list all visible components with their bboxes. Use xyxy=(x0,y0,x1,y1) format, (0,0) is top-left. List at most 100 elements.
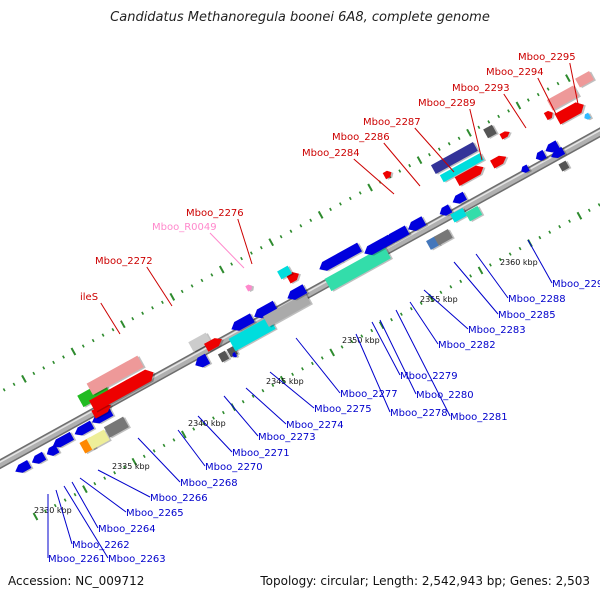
scale-tick-minor xyxy=(536,92,540,97)
gene-reverse[interactable] xyxy=(90,407,116,428)
gene-darkgrey[interactable] xyxy=(483,124,499,140)
gene-yellow[interactable] xyxy=(86,429,112,451)
gene-label[interactable]: Mboo_2278 xyxy=(390,408,448,419)
gene-reverse[interactable] xyxy=(534,149,549,164)
scale-tick-minor xyxy=(477,125,481,130)
gene-rna[interactable] xyxy=(245,283,255,293)
gene-forward[interactable] xyxy=(204,334,226,353)
gene-reverse[interactable] xyxy=(333,242,365,266)
gene-reverse-body xyxy=(335,242,363,263)
gene-label[interactable]: Mboo_2271 xyxy=(232,448,290,459)
scale-tick-minor xyxy=(2,388,6,392)
gene-label[interactable]: Mboo_2283 xyxy=(468,325,526,336)
gene-label[interactable]: Mboo_2284 xyxy=(302,148,360,159)
gene-reverse[interactable] xyxy=(406,216,429,235)
gene-label[interactable]: Mboo_2275 xyxy=(314,404,372,415)
gene-reverse[interactable] xyxy=(384,225,412,247)
scale-tick-major xyxy=(378,321,385,330)
gene-label[interactable]: Mboo_2268 xyxy=(180,478,238,489)
gene-cyan-body xyxy=(228,316,276,352)
gene-label[interactable]: Mboo_2282 xyxy=(438,340,496,351)
gene-teal[interactable] xyxy=(324,245,393,292)
gene-navy[interactable] xyxy=(430,141,480,175)
scale-tick-minor xyxy=(210,273,214,277)
gene-reverse[interactable] xyxy=(450,191,470,208)
gene-forward[interactable] xyxy=(382,168,395,180)
gene-label[interactable]: Mboo_2295 xyxy=(518,52,576,63)
gene-label[interactable]: Mboo_2263 xyxy=(108,554,166,565)
gene-label[interactable]: Mboo_2294 xyxy=(486,67,544,78)
gene-teal[interactable] xyxy=(465,205,485,223)
gene-label[interactable]: Mboo_2290 xyxy=(552,279,600,290)
scale-tick-minor xyxy=(419,301,423,305)
gene-label[interactable]: Mboo_2274 xyxy=(286,420,344,431)
gene-label[interactable]: Mboo_2270 xyxy=(205,462,263,473)
gene-label[interactable]: Mboo_R0049 xyxy=(152,222,217,233)
gene-reverse[interactable] xyxy=(285,284,310,304)
gene-label[interactable]: Mboo_2276 xyxy=(186,208,244,219)
gene-label[interactable]: ileS xyxy=(80,292,98,303)
gene-label[interactable]: Mboo_2285 xyxy=(498,310,556,321)
gene-forward[interactable] xyxy=(91,400,115,420)
gene-forward[interactable] xyxy=(454,162,488,187)
gene-forward[interactable] xyxy=(554,99,589,126)
gene-label[interactable]: Mboo_2289 xyxy=(418,98,476,109)
gene-label[interactable]: Mboo_2264 xyxy=(98,524,156,535)
scale-tick-minor xyxy=(409,307,413,311)
gene-cyan[interactable] xyxy=(450,207,469,224)
gene-label[interactable]: Mboo_2280 xyxy=(416,390,474,401)
gene-label-leader xyxy=(423,289,469,330)
gene-reverse[interactable] xyxy=(252,300,280,322)
scale-tick-minor xyxy=(291,372,295,377)
gene-forward[interactable] xyxy=(89,366,159,413)
gene-cyan[interactable] xyxy=(439,152,487,183)
gene-reverse[interactable] xyxy=(193,353,213,371)
gene-label[interactable]: Mboo_2265 xyxy=(126,508,184,519)
gene-cyan[interactable] xyxy=(277,265,295,281)
scale-label: 2335 kbp xyxy=(112,462,150,471)
scale-tick-minor xyxy=(329,207,332,212)
gene-pink[interactable] xyxy=(546,85,581,112)
gene-forward[interactable] xyxy=(490,152,510,170)
gene-pink[interactable] xyxy=(575,70,596,89)
gene-label[interactable]: Mboo_2277 xyxy=(340,389,398,400)
gene-label[interactable]: Mboo_2272 xyxy=(95,256,153,267)
gene-forward-body xyxy=(543,110,553,121)
gene-label[interactable]: Mboo_2279 xyxy=(400,371,458,382)
gene-reverse[interactable] xyxy=(438,204,455,220)
gene-label[interactable]: Mboo_2288 xyxy=(508,294,566,305)
gene-reverse[interactable] xyxy=(45,444,62,460)
gene-label[interactable]: Mboo_2293 xyxy=(452,83,510,94)
gene-lightgrey[interactable] xyxy=(263,292,313,328)
gene-grey[interactable] xyxy=(433,228,455,247)
gene-lightgrey[interactable] xyxy=(188,332,214,353)
gene-label[interactable]: Mboo_2273 xyxy=(258,432,316,443)
gene-reverse[interactable] xyxy=(72,420,97,440)
gene-label[interactable]: Mboo_2286 xyxy=(332,132,390,143)
scale-tick-minor xyxy=(568,219,571,223)
gene-rna[interactable] xyxy=(583,112,594,122)
gene-reverse[interactable] xyxy=(229,313,257,335)
gene-label[interactable]: Mboo_2261 xyxy=(48,554,106,565)
gene-reverse[interactable] xyxy=(13,459,34,477)
gene-pink[interactable] xyxy=(86,355,146,396)
gene-forward[interactable] xyxy=(499,129,513,141)
gene-grey[interactable] xyxy=(103,416,131,439)
gene-label[interactable]: Mboo_2287 xyxy=(363,117,421,128)
gene-label[interactable]: Mboo_2266 xyxy=(150,493,208,504)
gene-reverse-body xyxy=(232,352,238,358)
gene-label-leader xyxy=(146,266,173,307)
gene-reverse[interactable] xyxy=(549,146,568,162)
gene-reverse[interactable] xyxy=(519,164,532,176)
gene-label[interactable]: Mboo_2281 xyxy=(450,412,508,423)
gene-darkgrey[interactable] xyxy=(217,350,232,364)
gene-darkgrey[interactable] xyxy=(558,160,572,173)
gene-reverse[interactable] xyxy=(51,431,77,452)
gene-forward[interactable] xyxy=(543,109,557,122)
gene-reverse-body xyxy=(364,234,394,256)
gene-reverse[interactable] xyxy=(30,451,49,468)
gene-cyan[interactable] xyxy=(228,316,278,353)
scale-tick-minor xyxy=(459,279,463,284)
gene-reverse[interactable] xyxy=(231,351,240,359)
